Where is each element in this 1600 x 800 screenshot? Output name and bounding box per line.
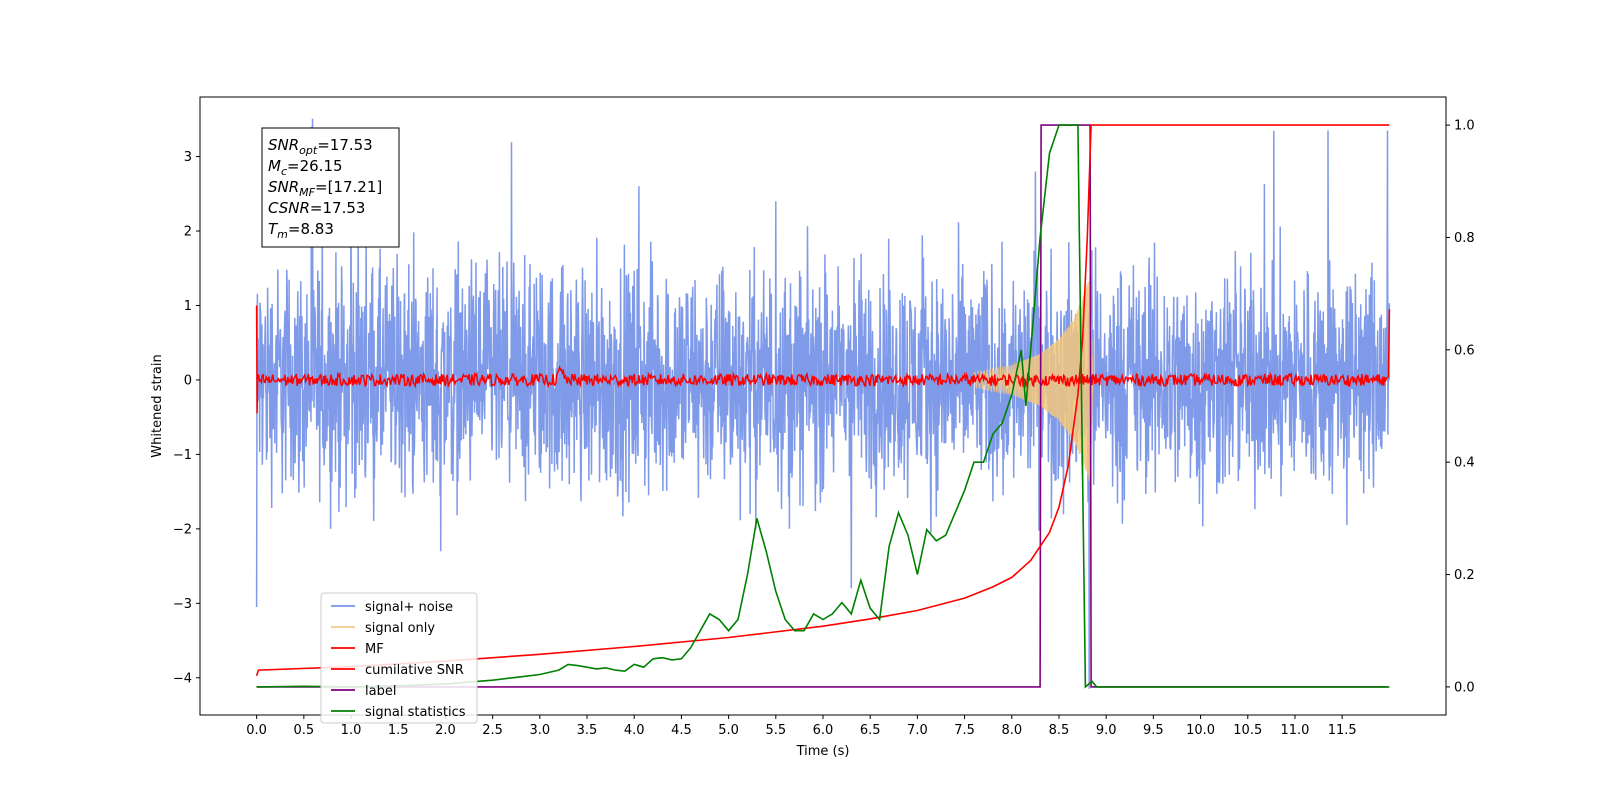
y-tick-label: 3 xyxy=(184,150,192,165)
y-tick-label: −3 xyxy=(173,597,192,612)
x-tick-label: 9.5 xyxy=(1143,723,1164,738)
y-axis-left: −4 −3 −2 −1 0 1 2 3 xyxy=(173,150,200,686)
x-tick-label: 1.5 xyxy=(388,723,409,738)
x-tick-label: 8.0 xyxy=(1001,723,1022,738)
series-mf xyxy=(255,305,1391,414)
stats-line: Tm=8.83 xyxy=(268,220,334,241)
legend-frame xyxy=(320,592,478,724)
stats-line: CSNR=17.53 xyxy=(268,199,365,217)
x-tick-label: 4.0 xyxy=(624,723,645,738)
x-tick-label: 8.5 xyxy=(1049,723,1070,738)
y-axis-right: 0.0 0.2 0.4 0.6 0.8 1.0 xyxy=(1446,119,1475,695)
x-tick-label: 11.5 xyxy=(1328,723,1357,738)
legend-label: signal+ noise xyxy=(365,600,453,615)
y2-tick-label: 0.8 xyxy=(1454,231,1475,246)
series-group xyxy=(255,118,1391,689)
y2-tick-label: 0.4 xyxy=(1454,456,1475,471)
legend-label: cumilative SNR xyxy=(365,663,464,678)
y2-tick-label: 0.0 xyxy=(1454,680,1475,695)
y-tick-label: −2 xyxy=(173,522,192,537)
x-tick-label: 1.0 xyxy=(341,723,362,738)
x-tick-label: 3.0 xyxy=(529,723,550,738)
x-tick-label: 7.5 xyxy=(954,723,975,738)
series-signal-statistics xyxy=(256,124,1390,689)
y2-tick-label: 0.6 xyxy=(1454,343,1475,358)
series-signal-noise xyxy=(255,118,1391,689)
stats-line: Mc=26.15 xyxy=(268,157,343,178)
stats-line: SNRopt=17.53 xyxy=(268,136,373,157)
y2-tick-label: 1.0 xyxy=(1454,119,1475,134)
x-tick-label: 6.5 xyxy=(860,723,881,738)
x-tick-label: 5.0 xyxy=(718,723,739,738)
y-axis-label: Whitened strain xyxy=(150,354,165,457)
stats-line: SNRMF=[17.21] xyxy=(268,178,382,199)
legend-label: MF xyxy=(365,642,384,657)
y-tick-label: 2 xyxy=(184,225,192,240)
x-axis-label: Time (s) xyxy=(796,744,850,759)
x-tick-label: 7.0 xyxy=(907,723,928,738)
x-tick-label: 6.0 xyxy=(813,723,834,738)
x-tick-label: 2.0 xyxy=(435,723,456,738)
x-tick-label: 10.0 xyxy=(1186,723,1215,738)
x-tick-label: 10.5 xyxy=(1233,723,1262,738)
y-tick-label: 0 xyxy=(184,373,192,388)
legend-label: label xyxy=(365,684,396,699)
legend-label: signal statistics xyxy=(365,705,466,720)
stats-box: SNRopt=17.53Mc=26.15SNRMF=[17.21]CSNR=17… xyxy=(261,127,400,248)
y-tick-label: 1 xyxy=(184,299,192,314)
x-tick-label: 9.0 xyxy=(1096,723,1117,738)
series-cumulative-snr xyxy=(255,124,1390,676)
y2-tick-label: 0.2 xyxy=(1454,568,1475,583)
x-axis: 0.0 0.5 1.0 1.5 2.0 2.5 3.0 3.5 4.0 4.5 5.0 5.5 6.0 6… xyxy=(246,715,1357,738)
y-tick-label: −1 xyxy=(173,448,192,463)
x-tick-label: 4.5 xyxy=(671,723,692,738)
legend-label: signal only xyxy=(365,621,435,636)
plot-area xyxy=(255,118,1391,689)
stats-box-frame xyxy=(261,127,400,248)
x-tick-label: 3.5 xyxy=(577,723,598,738)
x-tick-label: 5.5 xyxy=(765,723,786,738)
y-tick-label: −4 xyxy=(173,671,192,686)
x-tick-label: 0.0 xyxy=(246,723,267,738)
legend: signal+ noise signal only MF cumilative SNR… xyxy=(320,592,478,724)
x-tick-label: 2.5 xyxy=(482,723,503,738)
x-tick-label: 0.5 xyxy=(293,723,314,738)
x-tick-label: 11.0 xyxy=(1280,723,1309,738)
